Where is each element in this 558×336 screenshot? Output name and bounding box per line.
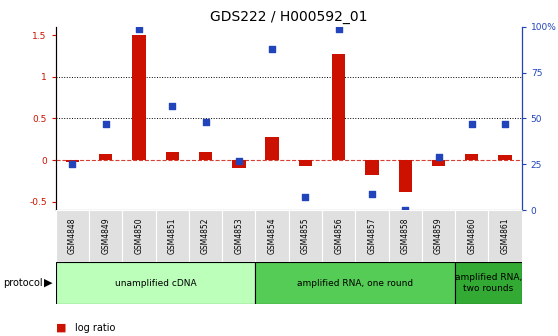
Point bbox=[301, 195, 310, 200]
Point bbox=[468, 121, 477, 127]
Bar bbox=[388, 210, 422, 262]
Title: GDS222 / H000592_01: GDS222 / H000592_01 bbox=[210, 10, 368, 25]
Point bbox=[434, 154, 443, 160]
Text: GSM4849: GSM4849 bbox=[101, 218, 110, 254]
Text: amplified RNA,
two rounds: amplified RNA, two rounds bbox=[455, 274, 522, 293]
Bar bbox=[322, 210, 355, 262]
Bar bbox=[332, 54, 345, 160]
Bar bbox=[455, 210, 488, 262]
Bar bbox=[299, 160, 312, 166]
Bar bbox=[465, 154, 478, 160]
Bar bbox=[122, 210, 156, 262]
Text: amplified RNA, one round: amplified RNA, one round bbox=[297, 279, 413, 288]
Point bbox=[334, 26, 343, 31]
Bar bbox=[422, 210, 455, 262]
Point bbox=[234, 158, 243, 163]
Text: GSM4852: GSM4852 bbox=[201, 218, 210, 254]
Text: GSM4858: GSM4858 bbox=[401, 218, 410, 254]
Text: unamplified cDNA: unamplified cDNA bbox=[115, 279, 196, 288]
Point bbox=[101, 121, 110, 127]
Text: GSM4861: GSM4861 bbox=[501, 218, 509, 254]
Text: GSM4854: GSM4854 bbox=[268, 218, 277, 254]
Bar bbox=[56, 262, 256, 304]
Bar bbox=[266, 137, 279, 160]
Bar bbox=[99, 154, 112, 160]
Bar bbox=[355, 210, 388, 262]
Bar bbox=[365, 160, 379, 175]
Bar bbox=[89, 210, 122, 262]
Point bbox=[68, 162, 77, 167]
Text: GSM4860: GSM4860 bbox=[467, 218, 477, 254]
Bar bbox=[432, 160, 445, 166]
Bar bbox=[166, 152, 179, 160]
Bar bbox=[132, 35, 146, 160]
Point bbox=[268, 46, 277, 51]
Point bbox=[368, 191, 377, 196]
Text: ■: ■ bbox=[56, 323, 66, 333]
Point bbox=[134, 26, 143, 31]
Bar bbox=[199, 152, 212, 160]
Text: GSM4857: GSM4857 bbox=[368, 218, 377, 254]
Bar bbox=[222, 210, 256, 262]
Text: GSM4853: GSM4853 bbox=[234, 218, 243, 254]
Bar bbox=[156, 210, 189, 262]
Bar bbox=[56, 210, 89, 262]
Text: log ratio: log ratio bbox=[75, 323, 116, 333]
Point bbox=[401, 207, 410, 213]
Bar bbox=[488, 210, 522, 262]
Text: GSM4856: GSM4856 bbox=[334, 218, 343, 254]
Text: protocol: protocol bbox=[3, 278, 42, 288]
Text: GSM4859: GSM4859 bbox=[434, 218, 443, 254]
Text: GSM4850: GSM4850 bbox=[134, 218, 143, 254]
Text: GSM4851: GSM4851 bbox=[168, 218, 177, 254]
Point bbox=[201, 119, 210, 125]
Bar bbox=[232, 160, 246, 168]
Bar bbox=[189, 210, 222, 262]
Bar bbox=[498, 155, 512, 160]
Bar bbox=[398, 160, 412, 192]
Bar bbox=[256, 210, 289, 262]
Bar bbox=[455, 262, 522, 304]
Bar bbox=[256, 262, 455, 304]
Text: GSM4848: GSM4848 bbox=[68, 218, 77, 254]
Point bbox=[501, 121, 509, 127]
Bar bbox=[66, 160, 79, 162]
Bar bbox=[289, 210, 322, 262]
Text: ▶: ▶ bbox=[44, 278, 52, 288]
Text: GSM4855: GSM4855 bbox=[301, 218, 310, 254]
Point bbox=[168, 103, 177, 108]
